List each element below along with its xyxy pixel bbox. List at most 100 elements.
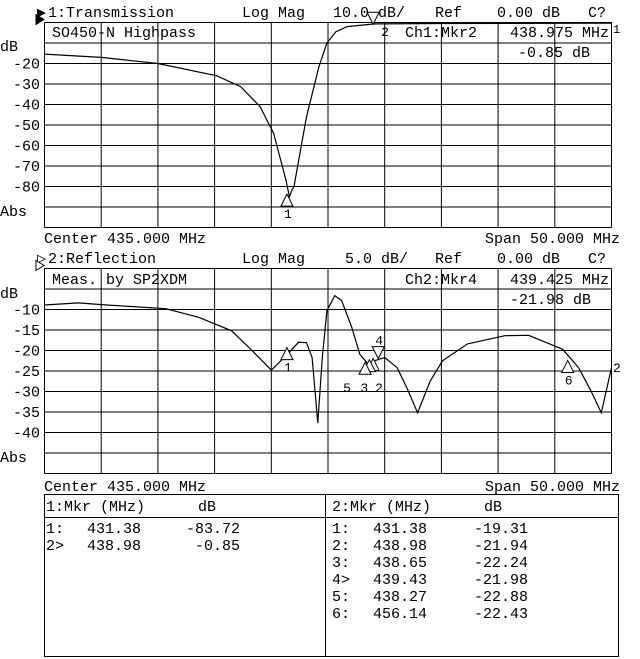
y-tick-label: -80 (13, 180, 40, 197)
y-tick-label: -40 (13, 426, 40, 443)
channel-1-span: Span 50.000 MHz (485, 231, 620, 248)
marker-db: -22.88 (474, 589, 528, 606)
marker-5[interactable]: 5 (343, 361, 372, 396)
table-2-header-db: dB (484, 499, 502, 516)
marker-number: 2 (381, 25, 389, 40)
channel-2-active-indicator: ▷ (37, 251, 46, 268)
marker-number: 1 (284, 207, 292, 222)
marker-triangle-icon (280, 193, 294, 207)
y-tick-label: -20 (13, 57, 40, 74)
channel-2-y-unit: dB (0, 286, 18, 303)
marker-number: 3 (360, 381, 368, 396)
y-tick-label: -15 (13, 323, 40, 340)
channel-2-ref-value: 0.00 dB (497, 251, 560, 268)
table-row: 5: 438.27 -22.88 (332, 589, 528, 606)
table-2-header-marker: 2:Mkr (MHz) (332, 499, 431, 516)
channel-1-title: SO450-N Highpass (52, 25, 196, 42)
channel-1-center: Center 435.000 MHz (44, 231, 206, 248)
y-tick-label: -25 (13, 364, 40, 381)
channel-1-marker-freq: 438.975 MHz (510, 25, 609, 42)
marker-number: 1 (284, 361, 292, 376)
marker-triangle-icon (358, 361, 372, 375)
marker-db: -0.85 (195, 538, 240, 555)
channel-2-y-ticks: -10 -15 -20 -25 -30 -35 -40 (13, 303, 40, 443)
marker-id: 2> (46, 538, 64, 555)
marker-id: 4> (332, 572, 350, 589)
channel-1-format: Log Mag (242, 5, 305, 22)
channel-2-y-mode: Abs (0, 450, 27, 467)
table-row: 4> 439.43 -21.98 (332, 572, 528, 589)
table-1-header-db: dB (198, 499, 216, 516)
marker-4[interactable]: 4 (371, 334, 386, 360)
channel-1-y-mode: Abs (0, 204, 27, 221)
marker-db: -83.72 (186, 521, 240, 538)
marker-2[interactable]: 2 (366, 11, 389, 40)
table-1-header-marker: 1:Mkr (MHz) (46, 499, 145, 516)
table-row: 1: 431.38 -83.72 (46, 521, 240, 538)
y-tick-label: -40 (13, 98, 40, 115)
marker-triangle-icon (280, 346, 294, 361)
channel-1-ref-label: Ref (435, 5, 462, 22)
channel-1-marker-value: -0.85 dB (518, 45, 590, 62)
channel-2-scale: 5.0 dB/ (345, 251, 408, 268)
channel-1-marker-label: Ch1:Mkr2 (405, 25, 477, 42)
table-1-rows: 1: 431.38 -83.72 2> 438.98 -0.85 (46, 521, 240, 555)
channel-1-active-indicator: ▶ (37, 5, 46, 22)
channel-1-status: C? (588, 5, 606, 22)
marker-frequency: 438.98 (87, 538, 141, 555)
marker-frequency: 456.14 (373, 606, 427, 623)
channel-2-name: 2:Reflection (48, 251, 156, 268)
y-tick-label: -20 (13, 344, 40, 361)
marker-db: -22.24 (474, 555, 528, 572)
y-tick-label: -35 (13, 405, 40, 422)
channel-2-marker-freq: 439.425 MHz (510, 272, 609, 289)
marker-table-frame (44, 494, 619, 657)
marker-number: 5 (343, 381, 351, 396)
y-tick-label: -30 (13, 385, 40, 402)
marker-triangle-icon (371, 346, 386, 360)
marker-1[interactable]: 1 (280, 346, 294, 376)
channel-1-y-unit: dB (0, 39, 18, 56)
marker-db: -21.98 (474, 572, 528, 589)
marker-frequency: 431.38 (87, 521, 141, 538)
marker-db: -22.43 (474, 606, 528, 623)
marker-id: 6: (332, 606, 350, 623)
marker-number: 2 (375, 381, 383, 396)
channel-1-panel: ▶ 1:Transmission Log Mag 10.0 dB/ Ref 0.… (0, 5, 620, 248)
y-tick-label: -30 (13, 77, 40, 94)
channel-2-marker-value: -21.98 dB (510, 292, 591, 309)
y-tick-label: -10 (13, 303, 40, 320)
y-tick-label: -60 (13, 139, 40, 156)
marker-triangle-icon (366, 11, 380, 26)
channel-1-trace (44, 22, 612, 199)
marker-frequency: 438.27 (373, 589, 427, 606)
marker-table: 1:Mkr (MHz) dB 2:Mkr (MHz) dB 1: 431.38 -8… (44, 494, 619, 657)
channel-2-trace (44, 294, 613, 424)
marker-id: 5: (332, 589, 350, 606)
channel-1-ref-value: 0.00 dB (497, 5, 560, 22)
table-row: 1: 431.38 -19.31 (332, 521, 528, 538)
channel-2-grid (35, 259, 612, 474)
table-row: 2> 438.98 -0.85 (46, 538, 240, 555)
table-row: 3: 438.65 -22.24 (332, 555, 528, 572)
marker-number: 6 (565, 373, 573, 388)
table-row: 6: 456.14 -22.43 (332, 606, 528, 623)
marker-id: 1: (332, 521, 350, 538)
channel-2-span: Span 50.000 MHz (485, 479, 620, 496)
marker-id: 2: (332, 538, 350, 555)
channel-1-markers: 12 (280, 11, 389, 222)
channel-1-grid (35, 13, 612, 228)
channel-1-name: 1:Transmission (48, 5, 174, 22)
table-2-rows: 1: 431.38 -19.31 2: 438.98 -21.94 3: 438.65 -22.… (332, 521, 528, 623)
marker-frequency: 438.65 (373, 555, 427, 572)
marker-number: 4 (375, 334, 383, 349)
marker-db: -21.94 (474, 538, 528, 555)
marker-1[interactable]: 1 (280, 193, 294, 222)
channel-2-marker-label: Ch2:Mkr4 (405, 272, 477, 289)
marker-frequency: 438.98 (373, 538, 427, 555)
y-tick-label: -50 (13, 118, 40, 135)
marker-6[interactable]: 6 (560, 359, 575, 388)
channel-2-title: Meas. by SP2XDM (52, 272, 187, 289)
